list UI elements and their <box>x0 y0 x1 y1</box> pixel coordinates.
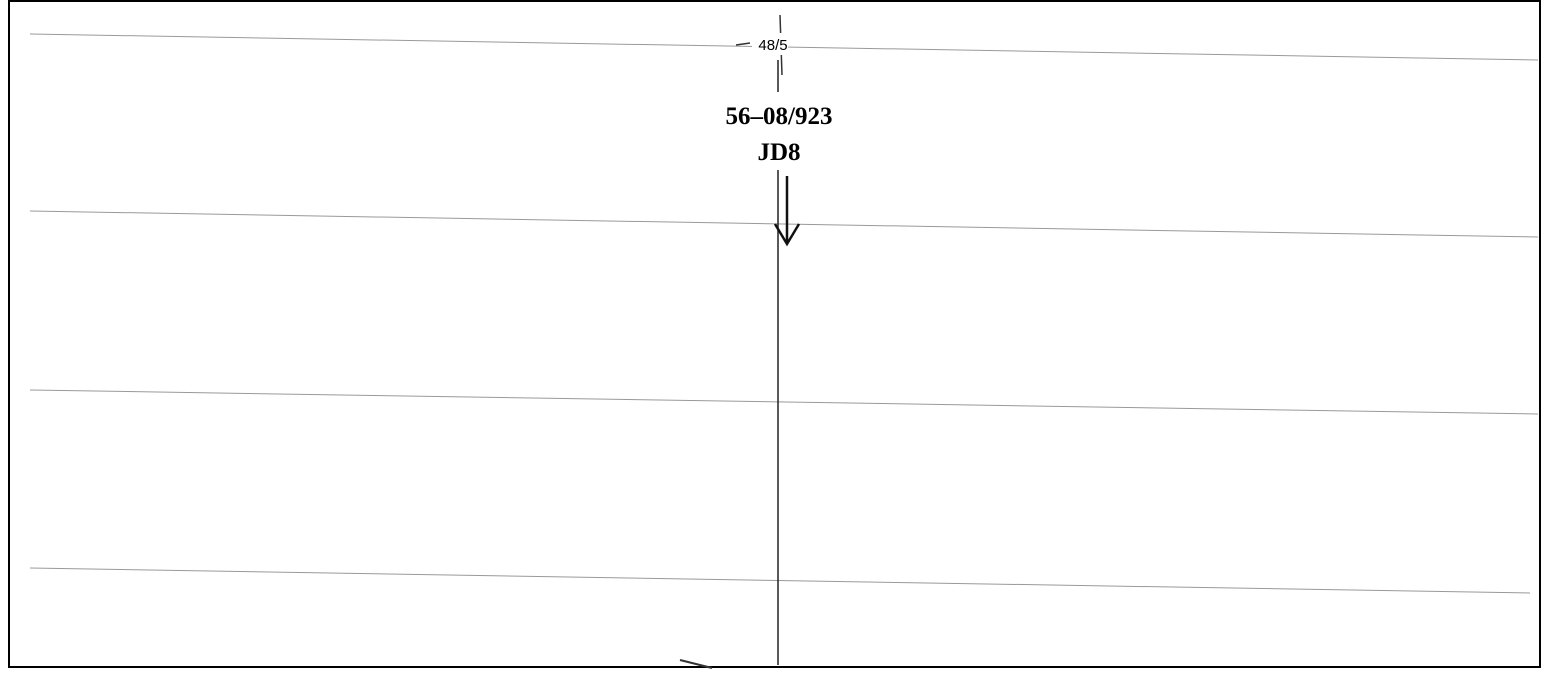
code-label: JD8 <box>757 139 800 166</box>
seabed-echo <box>30 243 1535 660</box>
marker-label: 48/5 <box>758 37 787 54</box>
label-backing <box>700 92 860 170</box>
range-line <box>29 210 1539 238</box>
arrow <box>773 176 801 247</box>
label-backing <box>752 33 788 55</box>
station-label: 56–08/923 <box>726 103 833 130</box>
pen-marks <box>679 659 713 669</box>
